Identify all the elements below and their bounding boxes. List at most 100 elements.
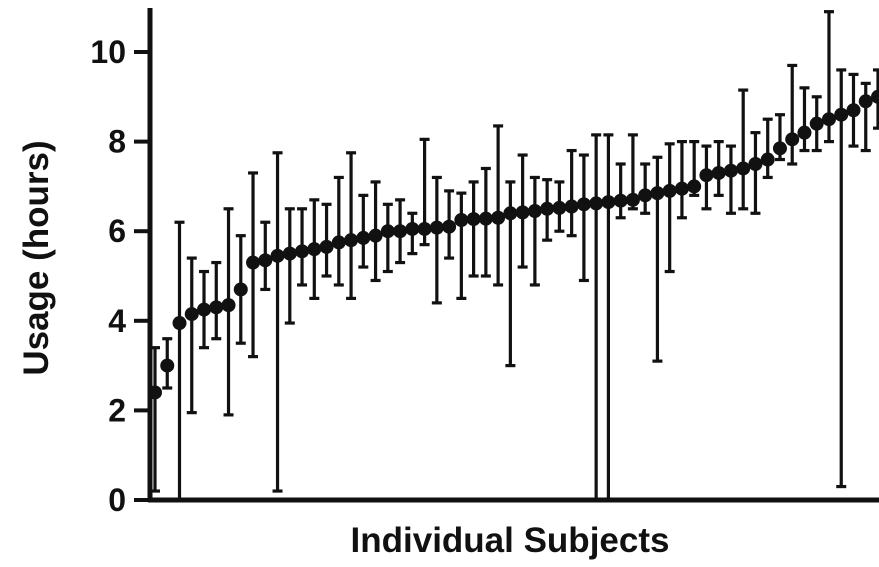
data-point — [282, 246, 297, 261]
data-point — [258, 253, 273, 268]
error-bar — [750, 131, 761, 215]
data-point — [662, 183, 677, 198]
data-point — [772, 141, 787, 156]
data-point — [160, 358, 175, 373]
error-bar — [150, 346, 160, 493]
y-tick-label: 4 — [108, 303, 126, 339]
data-point — [748, 157, 763, 171]
data-point — [564, 199, 579, 214]
data-point — [429, 220, 444, 235]
x-axis-label: Individual Subjects — [351, 521, 670, 560]
error-bar — [333, 175, 344, 287]
data-point — [184, 307, 199, 322]
data-point — [785, 132, 800, 147]
data-point — [393, 224, 408, 239]
data-point — [527, 204, 542, 219]
data-point — [491, 210, 506, 225]
data-point — [197, 302, 212, 317]
data-point — [834, 107, 849, 122]
data-point — [246, 255, 261, 270]
error-bar — [578, 153, 589, 283]
error-bar — [615, 162, 626, 220]
data-point — [356, 230, 371, 245]
data-point — [858, 94, 873, 109]
error-bar — [529, 175, 540, 287]
error-bar — [836, 68, 847, 489]
data-point — [368, 228, 383, 243]
data-point — [344, 233, 359, 248]
data-point — [319, 239, 334, 254]
error-bar — [468, 180, 479, 278]
y-tick-label: 10 — [90, 34, 126, 70]
data-point — [674, 181, 689, 196]
data-point — [417, 221, 432, 236]
data-point — [809, 116, 824, 131]
data-point — [638, 188, 653, 203]
error-bar — [566, 148, 577, 238]
error-bar — [174, 220, 185, 502]
data-point — [233, 282, 248, 297]
data-point — [307, 242, 322, 257]
error-bar — [603, 133, 614, 502]
data-point — [552, 200, 567, 215]
error-bar — [346, 151, 357, 300]
error-bar — [272, 151, 283, 493]
error-bar — [762, 117, 773, 180]
data-point — [503, 206, 518, 221]
data-point — [540, 201, 555, 216]
data-point — [454, 213, 469, 227]
error-bar — [284, 207, 295, 325]
error-bar — [591, 133, 602, 502]
error-bar — [860, 81, 871, 153]
y-tick-label: 8 — [108, 124, 126, 160]
data-point — [723, 163, 738, 178]
data-point — [209, 300, 224, 315]
error-bar — [676, 140, 687, 220]
data-point — [221, 298, 236, 313]
data-point — [871, 89, 879, 104]
data-point — [846, 103, 861, 118]
y-axis: 0 2 4 6 8 10 — [90, 8, 153, 518]
data-point — [699, 168, 714, 183]
data-point — [821, 112, 836, 127]
error-bar — [664, 142, 675, 274]
error-bar — [738, 88, 749, 211]
data-point — [625, 192, 640, 207]
data-point — [172, 316, 187, 331]
error-bar — [725, 144, 736, 215]
data-point — [148, 385, 162, 400]
data-point — [478, 211, 493, 226]
data-point — [515, 205, 530, 220]
data-point — [650, 186, 665, 201]
data-point — [797, 125, 812, 140]
data-point — [442, 219, 457, 234]
data-point — [760, 152, 775, 167]
y-axis-label: Usage (hours) — [17, 140, 56, 375]
data-points — [148, 89, 879, 400]
data-point — [576, 197, 591, 212]
data-point — [687, 179, 702, 194]
data-point — [466, 212, 481, 227]
data-point — [331, 235, 346, 250]
error-bar — [787, 63, 798, 166]
error-bar — [493, 124, 504, 287]
error-bar — [186, 256, 197, 415]
error-bars — [150, 10, 879, 502]
data-point — [270, 248, 285, 263]
y-tick-label: 6 — [108, 213, 126, 249]
data-point — [295, 244, 310, 259]
data-point — [380, 224, 395, 239]
data-point — [711, 165, 726, 180]
data-point — [405, 221, 420, 236]
data-point — [601, 195, 616, 210]
error-bar — [431, 175, 442, 305]
data-point — [736, 161, 751, 176]
error-bar — [456, 191, 467, 300]
y-tick-label: 2 — [108, 392, 126, 428]
data-point — [589, 196, 604, 211]
data-point — [613, 193, 628, 208]
error-bar — [799, 86, 810, 153]
y-tick-label: 0 — [108, 482, 126, 518]
